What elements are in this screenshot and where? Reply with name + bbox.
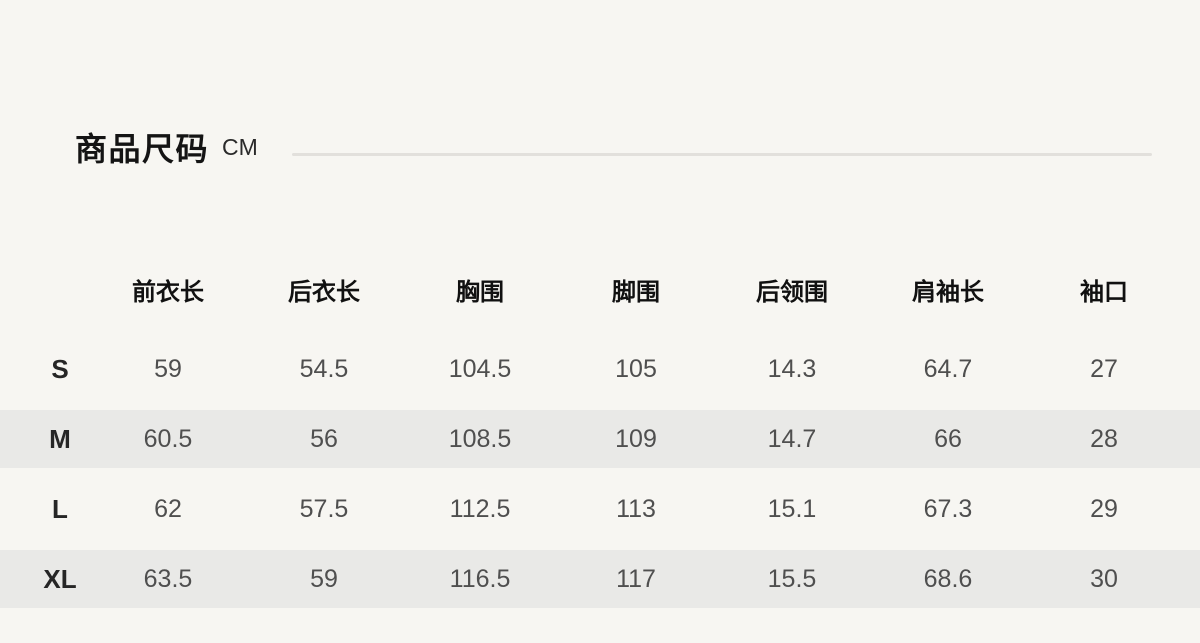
table-cell: 113 bbox=[616, 494, 656, 523]
column-header-hem: 脚围 bbox=[612, 278, 660, 306]
size-label: XL bbox=[43, 563, 77, 594]
table-cell: 63.5 bbox=[143, 564, 193, 593]
column-header-shoulder-sleeve: 肩袖长 bbox=[912, 278, 984, 306]
table-cell: 57.5 bbox=[299, 494, 349, 523]
table-cell: 14.3 bbox=[767, 354, 817, 383]
size-label: S bbox=[51, 353, 69, 384]
table-cell: 117 bbox=[616, 564, 656, 593]
table-cell: 68.6 bbox=[923, 564, 973, 593]
size-chart-title: 商品尺码 bbox=[75, 131, 210, 167]
table-cell: 59 bbox=[154, 354, 182, 383]
table-cell: 59 bbox=[310, 564, 338, 593]
size-table-header-row: 前衣长 后衣长 胸围 脚围 后领围 肩袖长 袖口 bbox=[0, 254, 1200, 324]
column-header-chest: 胸围 bbox=[456, 278, 504, 306]
column-header-front-length: 前衣长 bbox=[132, 278, 204, 306]
table-cell: 15.1 bbox=[767, 494, 817, 523]
column-header-back-collar: 后领围 bbox=[756, 278, 828, 306]
table-cell: 28 bbox=[1090, 424, 1118, 453]
table-cell: 112.5 bbox=[449, 494, 511, 523]
size-unit-label: CM bbox=[222, 133, 258, 160]
table-cell: 104.5 bbox=[448, 354, 512, 383]
table-cell: 54.5 bbox=[299, 354, 349, 383]
column-header-cuff: 袖口 bbox=[1080, 278, 1128, 306]
column-header-back-length: 后衣长 bbox=[288, 278, 360, 306]
table-cell: 67.3 bbox=[923, 494, 973, 523]
table-cell: 56 bbox=[310, 424, 338, 453]
size-table: 前衣长 后衣长 胸围 脚围 后领围 肩袖长 袖口 S 59 54.5 104.5… bbox=[0, 254, 1200, 614]
table-cell: 109 bbox=[615, 424, 657, 453]
size-table-row-xl: XL 63.5 59 116.5 117 15.5 68.6 30 bbox=[0, 544, 1200, 614]
table-cell: 108.5 bbox=[448, 424, 512, 453]
table-cell: 27 bbox=[1090, 354, 1118, 383]
table-cell: 116.5 bbox=[449, 564, 511, 593]
size-table-row-m: M 60.5 56 108.5 109 14.7 66 28 bbox=[0, 404, 1200, 474]
table-cell: 14.7 bbox=[767, 424, 817, 453]
size-label: M bbox=[49, 423, 71, 454]
table-cell: 64.7 bbox=[923, 354, 973, 383]
table-cell: 15.5 bbox=[767, 564, 817, 593]
table-cell: 30 bbox=[1090, 564, 1118, 593]
size-chart-title-row: 商品尺码 CM bbox=[0, 0, 1200, 170]
size-table-row-s: S 59 54.5 104.5 105 14.3 64.7 27 bbox=[0, 334, 1200, 404]
size-table-row-l: L 62 57.5 112.5 113 15.1 67.3 29 bbox=[0, 474, 1200, 544]
table-cell: 29 bbox=[1090, 494, 1118, 523]
table-cell: 60.5 bbox=[143, 424, 193, 453]
table-cell: 62 bbox=[154, 494, 182, 523]
size-label: L bbox=[52, 493, 68, 524]
table-cell: 105 bbox=[615, 354, 657, 383]
title-divider-line bbox=[291, 152, 1152, 156]
table-cell: 66 bbox=[934, 424, 962, 453]
